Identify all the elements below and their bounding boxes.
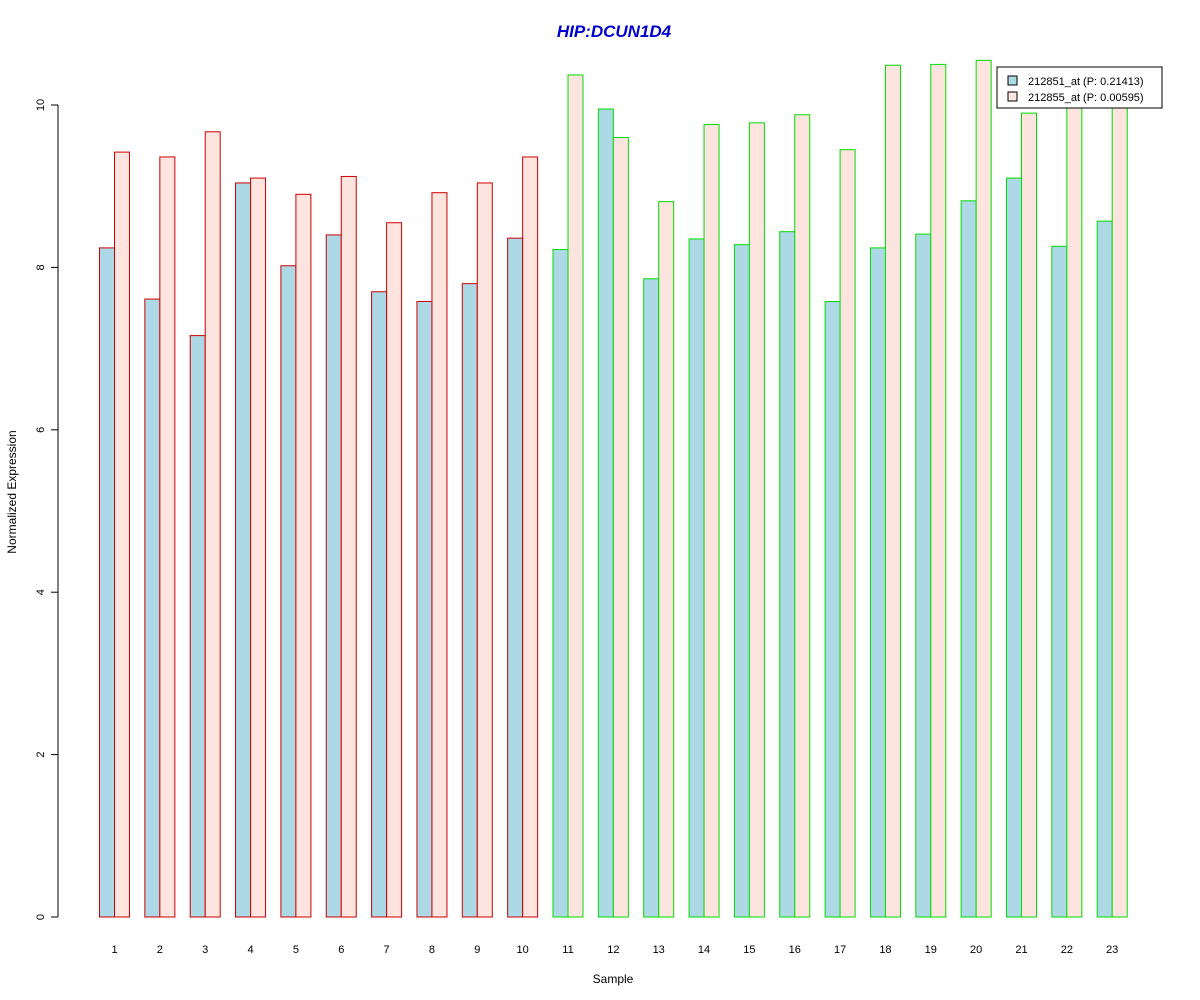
- bar-sample-8-series-2: [431, 192, 448, 918]
- y-tick-label: 2: [35, 752, 47, 758]
- bar-sample-20-series-2: [975, 59, 992, 918]
- x-tick-label-8: 8: [429, 944, 435, 956]
- bar-sample-5-series-1: [280, 265, 297, 918]
- bar-sample-4-series-1: [235, 182, 252, 918]
- bar-sample-7-series-1: [371, 291, 388, 918]
- y-tick-label: 0: [35, 914, 47, 920]
- bar-sample-8-series-1: [416, 301, 433, 918]
- bar-sample-21-series-1: [1006, 177, 1022, 918]
- x-tick-label-10: 10: [517, 944, 529, 956]
- y-tick-label: 10: [35, 99, 47, 111]
- legend-box: [996, 66, 1163, 109]
- y-tick-label: 4: [35, 589, 47, 595]
- bar-sample-15-series-1: [733, 244, 750, 918]
- x-tick-labels: 1 2 3 4 5 6 7 8 9 10 11 12 13 14 15 16 17 18 19 20 21 22 23: [111, 944, 1118, 956]
- bar-sample-2-series-2: [159, 156, 176, 918]
- legend-label-1: 212851_at (P: 0.21413): [1028, 76, 1144, 88]
- bars-layer: [99, 59, 1128, 918]
- x-tick-label-17: 17: [834, 944, 846, 956]
- bar-sample-12-series-2: [612, 136, 629, 918]
- bar-sample-9-series-2: [476, 182, 493, 918]
- x-tick-label-16: 16: [789, 944, 801, 956]
- y-axis-label: Normalized Expression: [5, 430, 19, 553]
- x-tick-label-23: 23: [1106, 944, 1118, 956]
- x-tick-label-15: 15: [743, 944, 755, 956]
- bar-sample-13-series-1: [643, 278, 660, 918]
- bar-sample-11-series-1: [552, 249, 569, 918]
- bar-sample-17-series-2: [839, 149, 856, 918]
- bar-sample-23-series-2: [1111, 104, 1128, 918]
- legend: 212851_at (P: 0.21413) 212855_at (P: 0.00…: [996, 66, 1163, 109]
- x-tick-label-6: 6: [338, 944, 344, 956]
- bar-sample-22-series-1: [1051, 245, 1068, 918]
- bar-sample-14-series-1: [688, 238, 705, 918]
- x-tick-label-1: 1: [111, 944, 117, 956]
- x-tick-label-7: 7: [384, 944, 390, 956]
- bar-sample-1-series-2: [114, 151, 130, 918]
- bar-sample-3-series-2: [204, 131, 221, 918]
- bar-sample-13-series-2: [658, 201, 675, 918]
- x-tick-label-18: 18: [879, 944, 891, 956]
- bar-sample-19-series-2: [930, 63, 947, 918]
- bar-sample-10-series-1: [507, 237, 524, 918]
- bar-sample-1-series-1: [99, 247, 115, 918]
- bar-sample-16-series-1: [779, 231, 796, 918]
- x-tick-label-21: 21: [1015, 944, 1027, 956]
- x-tick-label-12: 12: [607, 944, 619, 956]
- x-tick-label-19: 19: [925, 944, 937, 956]
- x-tick-label-14: 14: [698, 944, 710, 956]
- bar-sample-20-series-1: [960, 200, 977, 918]
- bar-sample-9-series-1: [461, 283, 478, 918]
- chart-title: HIP:DCUN1D4: [557, 22, 672, 41]
- legend-label-2: 212855_at (P: 0.00595): [1028, 92, 1144, 104]
- bar-sample-5-series-2: [295, 193, 312, 918]
- x-tick-label-9: 9: [474, 944, 480, 956]
- bar-sample-2-series-1: [144, 298, 161, 918]
- bar-sample-12-series-1: [597, 108, 614, 918]
- bar-sample-17-series-1: [824, 301, 841, 918]
- bar-sample-22-series-2: [1066, 104, 1083, 918]
- y-tick-label: 8: [35, 264, 47, 270]
- bar-sample-11-series-2: [567, 74, 584, 918]
- legend-swatch-2: [1007, 91, 1018, 102]
- x-tick-label-20: 20: [970, 944, 982, 956]
- bar-sample-14-series-2: [703, 123, 720, 918]
- y-axis: 0 2 4 6 8 10: [35, 99, 59, 920]
- bar-sample-18-series-2: [884, 64, 901, 918]
- bar-sample-3-series-1: [189, 335, 206, 918]
- x-tick-label-22: 22: [1061, 944, 1073, 956]
- bar-sample-15-series-2: [748, 122, 765, 918]
- x-tick-label-5: 5: [293, 944, 299, 956]
- bar-sample-6-series-1: [325, 234, 342, 918]
- y-tick-label: 6: [35, 427, 47, 433]
- x-tick-label-3: 3: [202, 944, 208, 956]
- bar-sample-10-series-2: [522, 156, 539, 918]
- x-tick-label-11: 11: [562, 944, 573, 956]
- bar-sample-19-series-1: [915, 233, 932, 918]
- bar-sample-23-series-1: [1096, 220, 1113, 918]
- x-tick-label-4: 4: [247, 944, 253, 956]
- x-axis-label: Sample: [593, 972, 634, 986]
- x-tick-label-13: 13: [653, 944, 665, 956]
- bar-sample-18-series-1: [869, 247, 886, 918]
- x-tick-label-2: 2: [157, 944, 163, 956]
- legend-swatch-1: [1007, 75, 1018, 86]
- bar-sample-7-series-2: [386, 222, 403, 918]
- bar-sample-6-series-2: [340, 175, 357, 918]
- bar-sample-4-series-2: [250, 177, 267, 918]
- bar-sample-21-series-2: [1021, 112, 1037, 918]
- bar-sample-16-series-2: [794, 114, 811, 918]
